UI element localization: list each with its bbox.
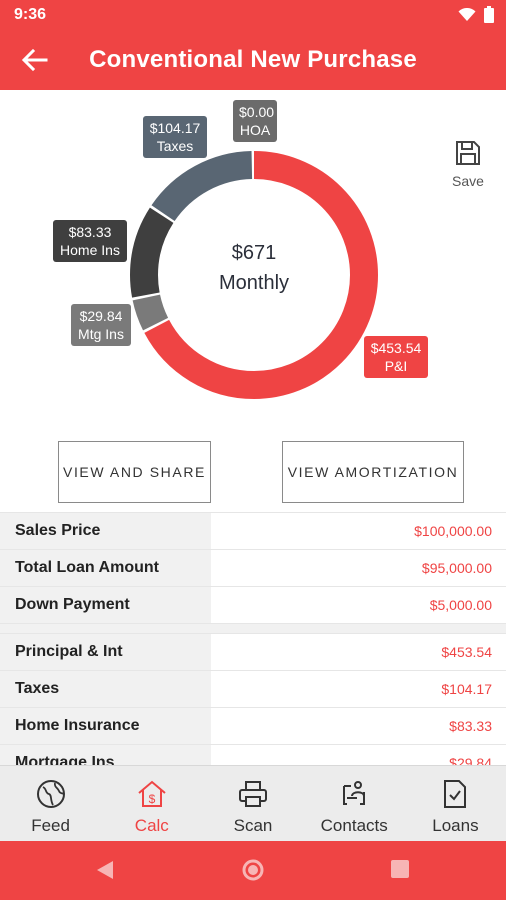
hoa-value: $0.00 — [239, 104, 275, 120]
detail-row-down-payment: Down Payment $5,000.00 — [0, 587, 506, 624]
save-label: Save — [452, 173, 484, 189]
detail-value: $104.17 — [441, 681, 492, 697]
wifi-icon — [458, 7, 476, 21]
detail-value: $29.84 — [449, 755, 492, 765]
detail-value: $5,000.00 — [429, 597, 492, 613]
donut-chart — [130, 151, 378, 399]
detail-value: $453.54 — [441, 644, 492, 660]
taxes-tag: $104.17 Taxes — [143, 116, 207, 158]
home-ins-name: Home Ins — [60, 242, 120, 258]
hoa-tag: $0.00 HOA — [233, 100, 277, 142]
section-divider — [0, 624, 506, 634]
detail-value: $83.33 — [449, 718, 492, 734]
detail-row-sales-price: Sales Price $100,000.00 — [0, 513, 506, 550]
detail-label: Sales Price — [0, 513, 211, 549]
floppy-disk-icon — [456, 141, 480, 165]
mtg-ins-tag: $29.84 Mtg Ins — [71, 304, 131, 346]
nav-item-scan[interactable]: Scan — [202, 766, 303, 841]
nav-item-calc[interactable]: $ Calc — [101, 766, 202, 841]
svg-text:$: $ — [148, 792, 155, 806]
detail-label: Taxes — [0, 671, 211, 707]
nav-label-calc: Calc — [134, 816, 169, 835]
home-ins-value: $83.33 — [68, 224, 112, 240]
pi-tag: $453.54 P&I — [364, 336, 428, 378]
nav-label-scan: Scan — [233, 816, 273, 835]
battery-icon — [484, 6, 494, 23]
view-amortization-button[interactable]: VIEW AMORTIZATION — [282, 441, 464, 503]
status-bar: 9:36 — [0, 0, 506, 30]
detail-label: Home Insurance — [0, 708, 211, 744]
detail-value: $100,000.00 — [414, 523, 492, 539]
status-time: 9:36 — [14, 6, 47, 23]
detail-value: $95,000.00 — [421, 560, 492, 576]
page-title: Conventional New Purchase — [89, 46, 417, 73]
globe-icon — [36, 780, 65, 808]
system-nav-bar — [0, 841, 506, 900]
nav-label-contacts: Contacts — [320, 816, 388, 835]
nav-item-contacts[interactable]: Contacts — [304, 766, 405, 841]
pi-name: P&I — [384, 358, 408, 374]
nav-label-feed: Feed — [31, 816, 70, 835]
arrow-left-icon — [21, 48, 48, 72]
back-button[interactable] — [20, 46, 50, 74]
detail-row-taxes: Taxes $104.17 — [0, 671, 506, 708]
app-bar: Conventional New Purchase — [0, 30, 506, 90]
bottom-nav: Feed $ Calc Scan Contacts Loans — [0, 765, 506, 841]
payment-breakdown-chart: $671 Monthly $0.00 HOA $104.17 Taxes $83… — [0, 90, 506, 430]
system-home-icon[interactable] — [242, 859, 264, 881]
home-calculator-icon: $ — [138, 780, 166, 807]
document-check-icon — [444, 780, 467, 808]
taxes-value: $104.17 — [149, 120, 201, 136]
detail-row-principal-int: Principal & Int $453.54 — [0, 634, 506, 671]
detail-label: Total Loan Amount — [0, 550, 211, 586]
printer-icon — [239, 781, 267, 807]
loan-details-list: Sales Price $100,000.00 Total Loan Amoun… — [0, 512, 506, 765]
monthly-total: $671 — [231, 242, 277, 264]
pi-value: $453.54 — [370, 340, 422, 356]
donut-slice-p-i — [130, 151, 378, 399]
status-icons — [458, 6, 494, 23]
save-button[interactable]: Save — [446, 140, 490, 189]
mtg-ins-name: Mtg Ins — [78, 326, 124, 342]
donut-slice-home-ins — [130, 151, 378, 399]
nav-item-loans[interactable]: Loans — [405, 766, 506, 841]
mtg-ins-value: $29.84 — [79, 308, 123, 324]
view-and-share-button[interactable]: VIEW AND SHARE — [58, 441, 211, 503]
contacts-icon — [343, 781, 366, 805]
detail-label: Down Payment — [0, 587, 211, 623]
hoa-name: HOA — [239, 122, 271, 138]
home-ins-tag: $83.33 Home Ins — [53, 220, 127, 262]
nav-item-feed[interactable]: Feed — [0, 766, 101, 841]
detail-label: Mortgage Ins — [0, 745, 211, 765]
system-back-icon[interactable] — [95, 859, 115, 881]
detail-label: Principal & Int — [0, 634, 211, 670]
taxes-name: Taxes — [156, 138, 194, 154]
detail-row-mortgage-ins: Mortgage Ins $29.84 — [0, 745, 506, 765]
detail-row-total-loan-amount: Total Loan Amount $95,000.00 — [0, 550, 506, 587]
monthly-label: Monthly — [218, 272, 290, 294]
system-recents-icon[interactable] — [390, 859, 410, 879]
nav-label-loans: Loans — [432, 816, 479, 835]
detail-row-home-insurance: Home Insurance $83.33 — [0, 708, 506, 745]
